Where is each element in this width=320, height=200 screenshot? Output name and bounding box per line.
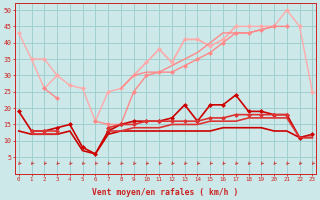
X-axis label: Vent moyen/en rafales ( km/h ): Vent moyen/en rafales ( km/h ) xyxy=(92,188,239,197)
